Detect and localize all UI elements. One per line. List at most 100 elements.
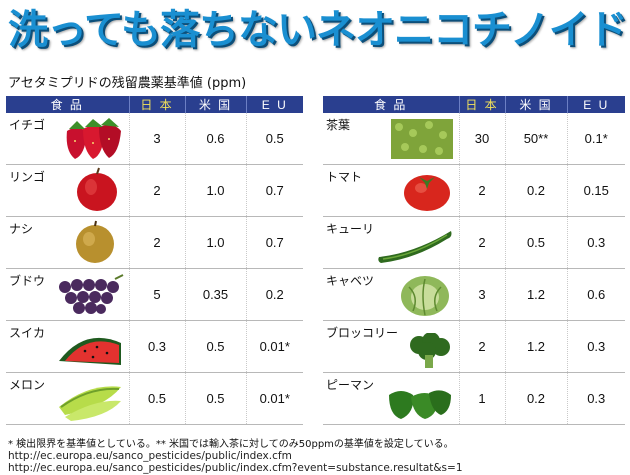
eu-value: 0.6 xyxy=(567,268,625,321)
food-cell: リンゴ xyxy=(6,164,130,217)
watermelon-icon xyxy=(58,337,121,365)
usa-value: 1.0 xyxy=(185,216,247,269)
melon-icon xyxy=(58,386,121,421)
grape-icon xyxy=(58,274,123,314)
table-header-row: 食 品 日 本 米 国 E U xyxy=(323,96,625,113)
usa-value: 0.2 xyxy=(505,164,568,217)
food-cell: 茶葉 xyxy=(323,113,460,165)
table-row: 茶葉 30 50** 0.1* xyxy=(323,113,625,165)
header-japan: 日 本 xyxy=(129,96,186,113)
japan-value: 2 xyxy=(459,164,506,217)
food-name: ナシ xyxy=(9,222,34,236)
header-japan: 日 本 xyxy=(459,96,506,113)
table-row: ブドウ 5 0.35 0.2 xyxy=(6,268,303,321)
eu-value: 0.01* xyxy=(246,372,303,425)
food-cell: トマト xyxy=(323,164,460,217)
eu-value: 0.3 xyxy=(567,372,625,425)
header-food: 食 品 xyxy=(323,96,460,113)
table-header-row: 食 品 日 本 米 国 E U xyxy=(6,96,303,113)
usa-value: 0.2 xyxy=(505,372,568,425)
apple-icon xyxy=(76,167,117,211)
food-cell: スイカ xyxy=(6,320,130,373)
eu-value: 0.01* xyxy=(246,320,303,373)
tea-leaves-icon xyxy=(390,119,453,159)
table-caption: アセタミプリドの残留農薬基準値 (ppm) xyxy=(8,76,247,91)
eu-value: 0.2 xyxy=(246,268,303,321)
footnote: * 検出限界を基準値としている。** 米国では輸入茶に対してのみ50ppmの基準… xyxy=(8,439,454,450)
food-cell: イチゴ xyxy=(6,113,130,165)
japan-value: 0.3 xyxy=(129,320,186,373)
page-title: 洗っても落ちないネオニコチノイド xyxy=(8,7,628,53)
food-name: スイカ xyxy=(9,326,46,340)
eu-value: 0.7 xyxy=(246,216,303,269)
residue-table-right: 食 品 日 本 米 国 E U 茶葉 30 50** 0.1* トマト xyxy=(323,96,625,425)
eu-value: 0.3 xyxy=(567,216,625,269)
food-name: ブロッコリー xyxy=(326,326,399,340)
food-name: イチゴ xyxy=(9,118,46,132)
table-row: メロン 0.5 0.5 0.01* xyxy=(6,372,303,425)
food-cell: キャベツ xyxy=(323,268,460,321)
usa-value: 0.5 xyxy=(505,216,568,269)
usa-value: 0.6 xyxy=(185,113,247,165)
japan-value: 30 xyxy=(459,113,506,165)
table-row: スイカ 0.3 0.5 0.01* xyxy=(6,320,303,373)
food-cell: メロン xyxy=(6,372,130,425)
header-eu: E U xyxy=(246,96,303,113)
header-eu: E U xyxy=(567,96,625,113)
source-url: http://ec.europa.eu/sanco_pesticides/pub… xyxy=(8,450,292,462)
pear-icon xyxy=(75,220,114,263)
food-name: 茶葉 xyxy=(326,118,351,132)
japan-value: 2 xyxy=(459,320,506,373)
japan-value: 3 xyxy=(129,113,186,165)
table-row: キャベツ 3 1.2 0.6 xyxy=(323,268,625,321)
japan-value: 3 xyxy=(459,268,506,321)
header-usa: 米 国 xyxy=(185,96,247,113)
food-name: キャベツ xyxy=(326,274,375,288)
usa-value: 0.35 xyxy=(185,268,247,321)
table-row: トマト 2 0.2 0.15 xyxy=(323,164,625,217)
table-row: キューリ 2 0.5 0.3 xyxy=(323,216,625,269)
source-url: http://ec.europa.eu/sanco_pesticides/pub… xyxy=(8,462,463,474)
food-name: ピーマン xyxy=(326,378,375,392)
usa-value: 50** xyxy=(505,113,568,165)
food-cell: ブドウ xyxy=(6,268,130,321)
food-cell: ピーマン xyxy=(323,372,460,425)
header-food: 食 品 xyxy=(6,96,130,113)
table-row: ピーマン 1 0.2 0.3 xyxy=(323,372,625,425)
residue-table-left: 食 品 日 本 米 国 E U イチゴ 3 0.6 0.5 xyxy=(6,96,303,425)
usa-value: 1.2 xyxy=(505,320,568,373)
japan-value: 2 xyxy=(129,164,186,217)
cucumber-icon xyxy=(377,231,451,263)
food-name: リンゴ xyxy=(9,170,46,184)
usa-value: 0.5 xyxy=(185,320,247,373)
usa-value: 0.5 xyxy=(185,372,247,425)
eu-value: 0.1* xyxy=(567,113,625,165)
japan-value: 2 xyxy=(129,216,186,269)
broccoli-icon xyxy=(409,333,450,368)
food-name: メロン xyxy=(9,378,46,392)
eu-value: 0.5 xyxy=(246,113,303,165)
food-cell: ブロッコリー xyxy=(323,320,460,373)
table-row: ブロッコリー 2 1.2 0.3 xyxy=(323,320,625,373)
header-usa: 米 国 xyxy=(505,96,568,113)
food-name: トマト xyxy=(326,170,363,184)
table-row: イチゴ 3 0.6 0.5 xyxy=(6,113,303,165)
usa-value: 1.0 xyxy=(185,164,247,217)
cabbage-icon xyxy=(400,276,449,316)
table-row: リンゴ 2 1.0 0.7 xyxy=(6,164,303,217)
eu-value: 0.15 xyxy=(567,164,625,217)
eu-value: 0.7 xyxy=(246,164,303,217)
food-cell: キューリ xyxy=(323,216,460,269)
table-row: ナシ 2 1.0 0.7 xyxy=(6,216,303,269)
food-name: キューリ xyxy=(326,222,375,236)
japan-value: 5 xyxy=(129,268,186,321)
japan-value: 2 xyxy=(459,216,506,269)
tomato-icon xyxy=(403,175,450,211)
usa-value: 1.2 xyxy=(505,268,568,321)
food-cell: ナシ xyxy=(6,216,130,269)
strawberry-icon xyxy=(66,118,121,159)
eu-value: 0.3 xyxy=(567,320,625,373)
food-name: ブドウ xyxy=(9,274,46,288)
japan-value: 0.5 xyxy=(129,372,186,425)
green-pepper-icon xyxy=(388,390,451,419)
